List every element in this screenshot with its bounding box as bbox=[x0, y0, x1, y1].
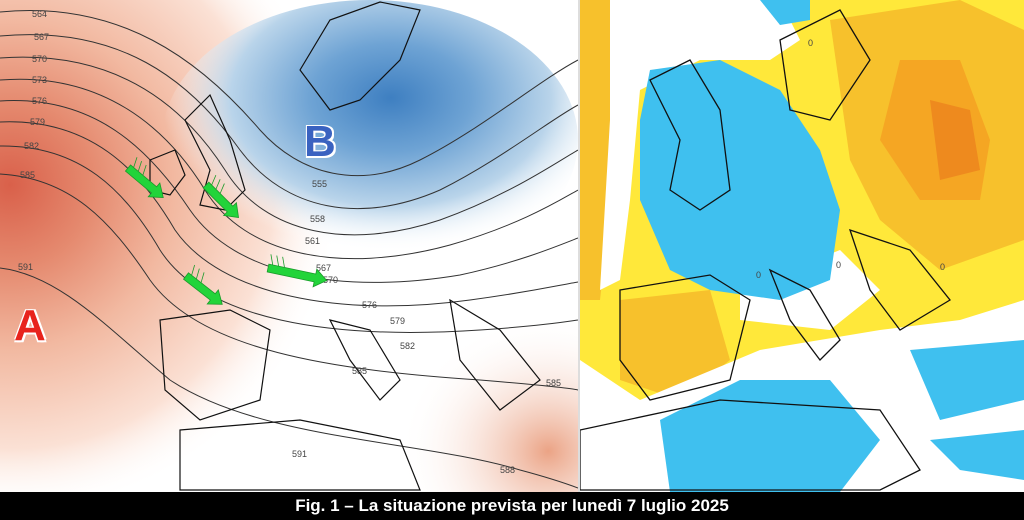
warm-anomaly-areas bbox=[580, 0, 1024, 400]
svg-text:558: 558 bbox=[310, 214, 325, 224]
svg-text:0: 0 bbox=[808, 38, 813, 48]
wind-arrows bbox=[124, 157, 328, 305]
temperature-anomaly-map: 0 0 0 0 bbox=[580, 0, 1024, 492]
warm-shading-southeast bbox=[280, 220, 578, 492]
svg-text:579: 579 bbox=[30, 117, 45, 127]
wind-arrow-icon bbox=[182, 264, 223, 305]
wind-arrow-icon bbox=[266, 254, 328, 288]
zero-contour-labels: 0 0 0 0 bbox=[756, 38, 945, 280]
svg-text:585: 585 bbox=[546, 378, 561, 388]
svg-text:573: 573 bbox=[32, 75, 47, 85]
geopotential-contours bbox=[0, 10, 578, 489]
low-pressure-marker: B bbox=[304, 117, 336, 166]
contour-labels: 564 567 570 573 576 579 582 585 591 555 … bbox=[18, 9, 561, 475]
svg-text:591: 591 bbox=[292, 449, 307, 459]
cold-anomaly-areas bbox=[640, 0, 1024, 492]
svg-text:570: 570 bbox=[323, 275, 338, 285]
svg-text:582: 582 bbox=[24, 141, 39, 151]
svg-text:567: 567 bbox=[316, 263, 331, 273]
svg-text:561: 561 bbox=[305, 236, 320, 246]
svg-text:567: 567 bbox=[34, 32, 49, 42]
svg-text:555: 555 bbox=[312, 179, 327, 189]
high-pressure-marker: A bbox=[14, 301, 46, 350]
geopotential-map: 564 567 570 573 576 579 582 585 591 555 … bbox=[0, 0, 578, 492]
svg-text:0: 0 bbox=[756, 270, 761, 280]
svg-text:0: 0 bbox=[940, 262, 945, 272]
svg-text:570: 570 bbox=[32, 54, 47, 64]
panel-divider bbox=[578, 0, 580, 492]
wind-arrow-icon bbox=[124, 157, 164, 198]
svg-text:585: 585 bbox=[20, 170, 35, 180]
svg-text:579: 579 bbox=[390, 316, 405, 326]
svg-text:0: 0 bbox=[836, 260, 841, 270]
low-pressure-shading bbox=[162, 0, 578, 280]
svg-text:564: 564 bbox=[32, 9, 47, 19]
coastlines bbox=[580, 9, 951, 491]
svg-text:585: 585 bbox=[352, 366, 367, 376]
svg-text:576: 576 bbox=[32, 96, 47, 106]
svg-text:591: 591 bbox=[18, 262, 33, 272]
svg-text:588: 588 bbox=[500, 465, 515, 475]
svg-text:582: 582 bbox=[400, 341, 415, 351]
figure-caption: Fig. 1 – La situazione prevista per lune… bbox=[0, 492, 1024, 520]
wind-arrow-icon bbox=[202, 174, 239, 218]
svg-text:576: 576 bbox=[362, 300, 377, 310]
